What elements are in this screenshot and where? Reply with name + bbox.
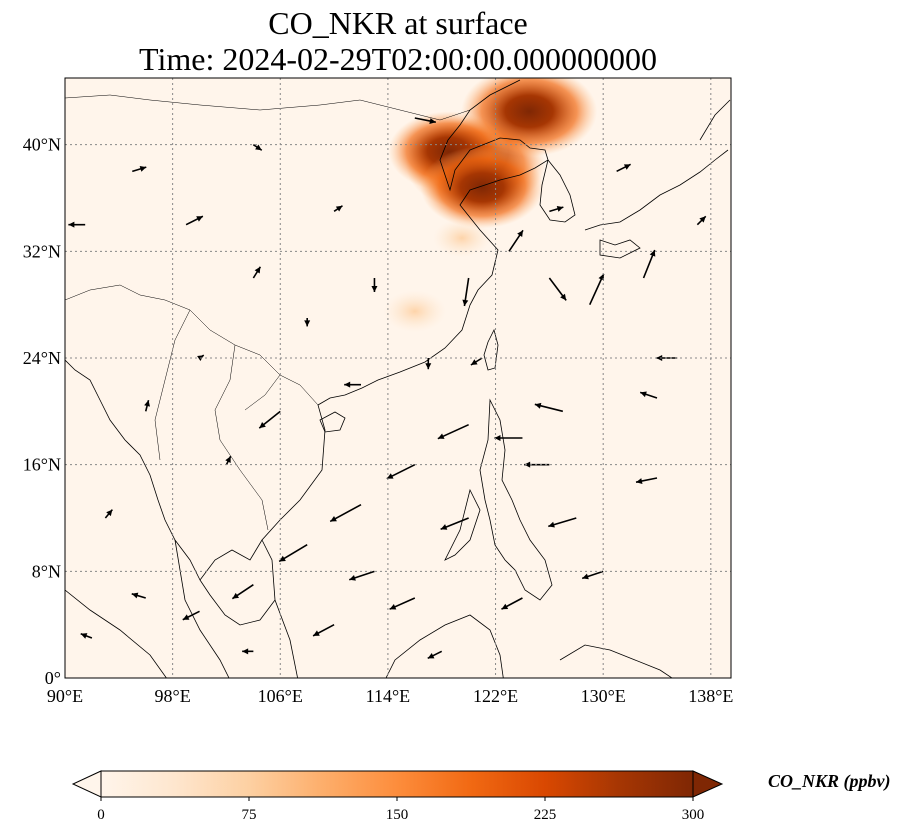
lon-tick-label: 98°E xyxy=(155,686,191,706)
colorbar-tick-label: 300 xyxy=(682,807,705,823)
wind-vectors xyxy=(68,117,707,660)
lon-tick-label: 122°E xyxy=(473,686,518,706)
wind-arrow xyxy=(581,570,604,580)
new-guinea-coastline xyxy=(559,644,673,678)
wind-arrow xyxy=(534,402,564,413)
wind-arrow xyxy=(425,358,432,370)
wind-arrow xyxy=(635,477,658,484)
map-time-subtitle: Time: 2024-02-29T02:00:00.000000000 xyxy=(139,41,657,77)
wind-arrow xyxy=(312,623,335,637)
gridlines xyxy=(65,78,731,678)
latitude-labels: 0° 8°N 16°N 24°N 32°N 40°N xyxy=(23,135,61,688)
taiwan-coastline xyxy=(483,328,499,371)
wind-arrow xyxy=(588,273,605,305)
wind-arrow xyxy=(252,144,263,151)
wind-arrow xyxy=(371,278,378,292)
wind-arrow xyxy=(68,221,86,228)
lon-tick-label: 138°E xyxy=(688,686,733,706)
wind-arrow xyxy=(182,610,200,621)
philippines-coastline xyxy=(444,398,553,601)
wind-arrow xyxy=(440,517,469,530)
wind-arrow xyxy=(696,215,707,226)
concentration-east-china xyxy=(433,218,491,258)
wind-arrow xyxy=(494,435,523,441)
wind-arrow xyxy=(80,633,93,639)
wind-arrow xyxy=(386,463,416,480)
colorbar-min-extension xyxy=(71,770,102,798)
map-frame xyxy=(64,77,732,679)
lon-tick-label: 90°E xyxy=(47,686,83,706)
colorbar-ticks: 0 75 150 225 300 xyxy=(97,797,704,823)
coastlines xyxy=(65,79,731,678)
wind-arrow xyxy=(437,423,469,440)
wind-arrow xyxy=(185,215,204,226)
wind-arrow xyxy=(231,584,254,600)
wind-arrow xyxy=(616,163,631,173)
lon-tick-label: 106°E xyxy=(258,686,303,706)
colorbar-label: CO_NKR (ppbv) xyxy=(768,771,891,791)
colorbar-gradient xyxy=(100,770,694,798)
wind-arrow xyxy=(501,597,523,610)
lat-tick-label: 8°N xyxy=(32,561,61,581)
lat-tick-label: 16°N xyxy=(23,455,61,475)
wind-arrow xyxy=(642,249,656,279)
wind-arrow xyxy=(548,517,577,528)
lat-tick-label: 32°N xyxy=(23,241,61,261)
china-coastline xyxy=(261,79,549,678)
wind-arrow xyxy=(389,597,416,610)
lon-tick-label: 130°E xyxy=(581,686,626,706)
wind-arrow xyxy=(252,266,262,279)
wind-arrow xyxy=(414,117,436,124)
wind-arrow xyxy=(470,357,483,366)
wind-arrow xyxy=(131,592,146,599)
wind-arrow xyxy=(104,509,113,519)
lon-tick-label: 114°E xyxy=(366,686,411,706)
lat-tick-label: 0° xyxy=(45,668,61,688)
lat-tick-label: 40°N xyxy=(23,135,61,155)
japan-coastline xyxy=(584,99,731,259)
wind-arrow xyxy=(132,165,147,173)
wind-arrow xyxy=(242,648,254,655)
longitude-labels: 90°E 98°E 106°E 114°E 122°E 130°E 138°E xyxy=(47,686,734,706)
sumatra-coastline xyxy=(65,589,167,678)
wind-arrow xyxy=(462,277,470,307)
concentration-central-china xyxy=(383,290,447,333)
land-borders xyxy=(65,94,471,531)
wind-arrow xyxy=(344,381,361,388)
wind-arrow xyxy=(329,503,362,523)
wind-arrow xyxy=(508,229,524,252)
wind-arrow xyxy=(333,205,343,212)
wind-arrow xyxy=(639,391,658,399)
wind-arrow xyxy=(258,410,281,429)
colorbar-max-extension xyxy=(692,770,724,798)
wind-arrow xyxy=(304,318,311,327)
wind-arrow xyxy=(549,205,564,213)
colorbar-tick-label: 150 xyxy=(386,807,409,823)
colorbar-tick-label: 225 xyxy=(534,807,557,823)
wind-arrow xyxy=(278,543,308,563)
borneo-coastline xyxy=(385,614,504,678)
korea-coastline xyxy=(539,159,576,223)
wind-arrow xyxy=(427,650,443,660)
lat-tick-label: 24°N xyxy=(23,348,61,368)
wind-arrow xyxy=(349,570,375,581)
wind-arrow xyxy=(548,277,567,301)
hainan-coastline xyxy=(319,411,346,433)
wind-arrow xyxy=(144,399,150,412)
concentration-field xyxy=(383,78,598,333)
colorbar-tick-label: 75 xyxy=(242,807,257,823)
colorbar-tick-label: 0 xyxy=(97,807,105,823)
concentration-shandong xyxy=(420,146,544,229)
colorbar: 0 75 150 225 300 xyxy=(71,770,724,823)
map-background xyxy=(65,78,731,678)
map-title: CO_NKR at surface xyxy=(268,5,528,41)
wind-arrow xyxy=(225,455,232,466)
